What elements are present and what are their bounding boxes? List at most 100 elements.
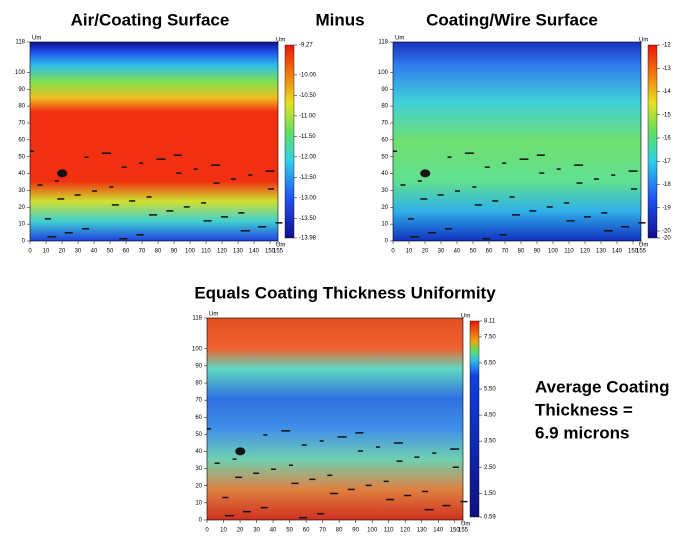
y-tick-label: 10 [18,222,25,228]
x-tick-label: 40 [91,249,98,255]
y-tick-label: 90 [18,87,25,93]
x-tick-label: 120 [580,249,591,255]
x-tick-label: 60 [123,249,130,255]
defect [393,150,397,152]
x-tick-label: 50 [107,249,114,255]
defect [271,468,276,470]
defect [417,180,422,182]
defect [464,152,474,154]
defect [299,516,308,519]
x-tick-label: 30 [253,528,260,534]
colorbar-tick-label: -10.50 [299,93,317,99]
plot-frame [29,41,279,242]
x-tick-label: 155 [458,528,469,534]
colorbar-unit: Um [639,38,648,44]
colorbar-tick-label: -20 [662,236,671,242]
defect [442,504,451,507]
colorbar-tick-label: -12 [662,43,671,49]
defect [519,158,529,160]
y-tick-label: 30 [18,188,25,194]
y-tick-label: 118 [378,40,388,46]
axis-unit: Um [32,36,41,42]
defect [57,198,65,200]
colorbar-tick-label: 7.50 [484,334,496,340]
defect [396,460,403,462]
defect [92,190,97,192]
x-tick-label: 90 [171,249,178,255]
y-tick-label: 30 [195,466,202,472]
defect [410,236,420,238]
defect [193,168,198,170]
colorbar-tick-label: 4.50 [484,413,496,419]
defect [101,152,111,154]
defect [404,494,412,497]
defect [393,442,403,444]
defect [566,220,575,222]
colorbar [647,44,658,239]
defect [275,222,283,224]
colorbar-tick-label: -18 [662,182,671,188]
y-tick-label: 60 [195,415,202,421]
defect [44,218,51,220]
x-tick-label: 50 [470,249,477,255]
defect [365,484,372,487]
y-tick-label: 50 [195,432,202,438]
y-tick-label: 50 [381,154,388,160]
x-tick-label: 10 [406,249,413,255]
defect [355,432,364,434]
colorbar-tick-label: 3.50 [484,439,496,445]
defect [129,200,136,202]
defect [329,492,338,495]
defect [149,214,158,216]
colorbar-tick-label: 8.11 [484,319,496,325]
x-tick-label: 110 [201,249,211,255]
y-tick-label: 118 [192,316,202,322]
x-tick-label: 130 [233,249,244,255]
x-tick-label: 150 [450,528,461,534]
x-tick-label: 80 [518,249,525,255]
x-tick-label: 140 [612,249,623,255]
x-tick-label: 120 [400,528,411,534]
summary-line: Thickness = [535,400,633,419]
defect [146,196,152,198]
defect [64,232,73,234]
defect [156,158,166,160]
x-tick-label: 110 [564,249,574,255]
defect [422,490,429,493]
defect [556,168,561,170]
defect [539,172,545,174]
y-tick-label: 70 [381,121,388,127]
colorbar-tick-label: -12.50 [299,175,317,181]
y-tick-label: 10 [381,222,388,228]
defect [512,214,521,216]
y-tick-label: 90 [195,364,202,370]
defect [628,170,638,172]
defect [211,164,221,166]
defect [472,186,477,188]
defect [238,212,245,214]
defect [222,496,229,499]
x-tick-label: 50 [286,528,293,534]
defect [139,162,144,164]
colorbar-tick-label: 6.50 [484,361,496,367]
heatmap-image [207,318,463,520]
colorbar-unit: Um [461,314,470,320]
defect [57,169,68,178]
defect [207,428,211,430]
y-tick-label: 0 [199,518,203,524]
x-tick-label: 40 [270,528,277,534]
defect [383,480,389,483]
colorbar-tick-label: -13 [662,66,671,72]
defect [176,172,182,174]
defect [30,150,34,152]
plot-frame [392,41,642,242]
colorbar-tick-label: -11.50 [299,134,316,140]
defect [603,230,613,232]
defect [536,154,545,156]
defect [248,174,253,176]
defect [414,456,420,458]
defect [546,206,553,208]
colorbar-tick-label: -13.98 [299,236,317,242]
defect [213,182,220,184]
colorbar-tick-label: -20 [662,229,671,235]
